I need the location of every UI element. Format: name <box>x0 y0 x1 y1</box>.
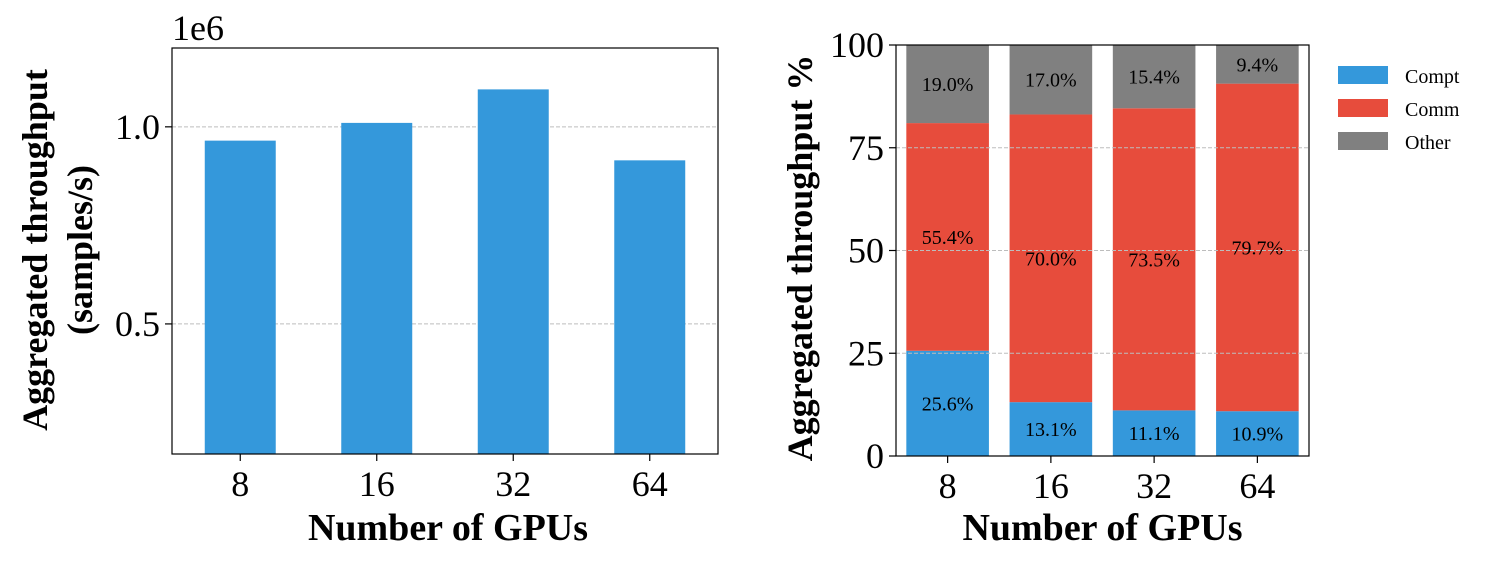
bar-32 <box>477 89 549 454</box>
data-label-compt: 25.6% <box>922 393 974 415</box>
bar-segment-compt-16 <box>1009 402 1093 456</box>
data-label-compt: 11.1% <box>1129 423 1180 445</box>
bar-segment-comm-64 <box>1216 83 1299 412</box>
data-label-other: 17.0% <box>1025 70 1077 92</box>
data-label-other: 9.4% <box>1237 54 1279 76</box>
x-axis-title: Number of GPUs <box>308 507 588 549</box>
legend-label-compt: Compt <box>1405 66 1460 88</box>
y-tick-label: 0.5 <box>115 304 160 344</box>
y-tick-label: 100 <box>830 25 884 65</box>
legend-swatch-comm <box>1338 99 1388 117</box>
bar-segment-other-8 <box>906 45 989 124</box>
data-label-other: 15.4% <box>1128 67 1180 89</box>
legend-label-comm: Comm <box>1405 99 1460 121</box>
x-tick-label: 16 <box>1033 466 1069 506</box>
bar-64 <box>614 160 686 454</box>
data-label-compt: 10.9% <box>1232 424 1284 446</box>
x-tick-label: 16 <box>359 464 395 504</box>
y-axis-title-line-1: Aggregated throughput <box>15 69 55 431</box>
x-axis-title: Number of GPUs <box>962 507 1242 549</box>
legend-swatch-compt <box>1338 66 1388 84</box>
data-label-compt: 13.1% <box>1025 419 1077 441</box>
data-label-comm: 55.4% <box>922 227 974 249</box>
bar-segment-compt-64 <box>1216 411 1299 456</box>
bar-segment-other-16 <box>1009 44 1093 115</box>
legend: Compt Comm Other <box>1338 66 1460 154</box>
right-chart-throughput-breakdown: 25.6% 55.4% 19.0% 8 13.1% 70.0% 17.0% 16 11.1% 73… <box>780 25 1460 549</box>
bar-segment-comm-32 <box>1112 108 1196 411</box>
x-tick-label: 32 <box>495 464 531 504</box>
x-tick-label: 64 <box>1239 466 1275 506</box>
data-label-comm: 70.0% <box>1025 248 1077 270</box>
bar-segment-compt-8 <box>906 350 989 456</box>
legend-label-other: Other <box>1405 132 1451 154</box>
x-tick-label: 8 <box>231 464 249 504</box>
y-axis-title-line-2: (samples/s) <box>60 165 100 335</box>
y-tick-label: 50 <box>848 231 884 271</box>
y-tick-label: 0 <box>866 436 884 476</box>
plot-frame <box>895 44 1310 457</box>
y-tick-label: 75 <box>848 128 884 168</box>
y-tick-label: 25 <box>848 333 884 373</box>
bar-segment-comm-8 <box>906 123 989 351</box>
bar-segment-comm-16 <box>1009 114 1093 403</box>
bar-segment-other-32 <box>1112 45 1196 109</box>
data-label-other: 19.0% <box>922 74 974 96</box>
y-tick-label: 1.0 <box>115 107 160 147</box>
x-tick-label: 64 <box>632 464 668 504</box>
bar-segment-compt-32 <box>1112 410 1196 456</box>
plot-frame <box>171 47 719 455</box>
x-tick-label: 8 <box>939 466 957 506</box>
data-label-comm: 73.5% <box>1128 249 1180 271</box>
bar-8 <box>204 140 276 454</box>
scale-label: 1e6 <box>172 8 224 48</box>
left-chart-throughput: 0.5 1.0 8 16 32 64 1e6 Number of GPUs Aggregated… <box>15 8 719 549</box>
data-label-comm: 79.7% <box>1232 237 1284 259</box>
y-axis-title: Aggregated throughput % <box>780 55 820 462</box>
bar-segment-other-64 <box>1216 45 1299 84</box>
legend-swatch-other <box>1338 132 1388 150</box>
x-tick-label: 32 <box>1136 466 1172 506</box>
bar-16 <box>341 122 413 455</box>
